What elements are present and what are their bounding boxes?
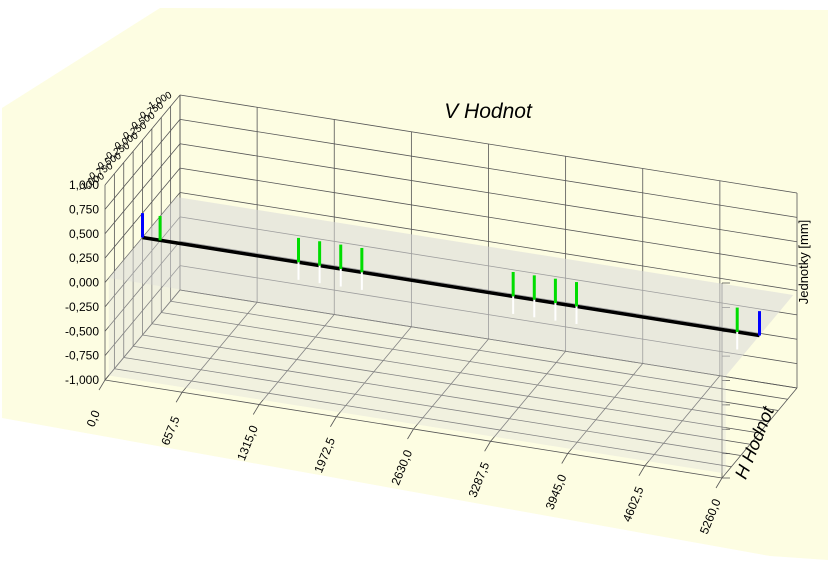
y-tick-label: -0,250 (65, 300, 99, 314)
x-tick-mark (484, 441, 491, 452)
grid-line-floor-width (123, 357, 741, 456)
x-tick-label: 0,0 (84, 408, 103, 429)
y-tick-label: 0,000 (69, 276, 99, 290)
x-tick-mark (252, 404, 260, 415)
x-tick-mark (330, 416, 337, 427)
x-tick-mark (407, 428, 414, 440)
grid-line-back-horizontal (179, 192, 798, 291)
grid-line-floor-width (114, 368, 732, 468)
x-tick-mark (715, 477, 723, 489)
x-tick-mark (638, 465, 646, 476)
grid-line-floor-width (161, 312, 779, 411)
x-tick-mark (175, 392, 183, 403)
grid-line-back-horizontal (179, 167, 798, 267)
y-axis-label: Jednotky [mm] (796, 220, 811, 305)
y-tick-label: 1,000 (69, 178, 99, 192)
y-tick-label: -0,750 (65, 349, 99, 363)
series-layer (142, 235, 760, 338)
grid-line-back-horizontal (179, 118, 798, 218)
grid-line-floor-width (133, 345, 751, 445)
grid-line-floor-width (179, 289, 798, 389)
grid-line-floor-width (142, 334, 760, 434)
grid-line-back-horizontal (179, 94, 798, 194)
grid-line-back-horizontal (179, 143, 798, 243)
chart-title: V Hodnot (444, 100, 533, 123)
y-tick-label: 0,250 (69, 251, 99, 265)
y-tick-label: 0,500 (69, 227, 99, 241)
y-tick-label: -1,000 (65, 373, 99, 387)
grid-line-floor-width (170, 300, 788, 400)
y-tick-label: -0,500 (65, 324, 99, 338)
grid-line-floor-width (151, 323, 769, 423)
marker-layer (141, 213, 761, 350)
x-tick-mark (98, 379, 106, 391)
surface-curtain (108, 278, 726, 474)
y-tick-label: 0,750 (69, 202, 99, 216)
series-line (142, 235, 760, 338)
x-tick-mark (561, 453, 569, 464)
